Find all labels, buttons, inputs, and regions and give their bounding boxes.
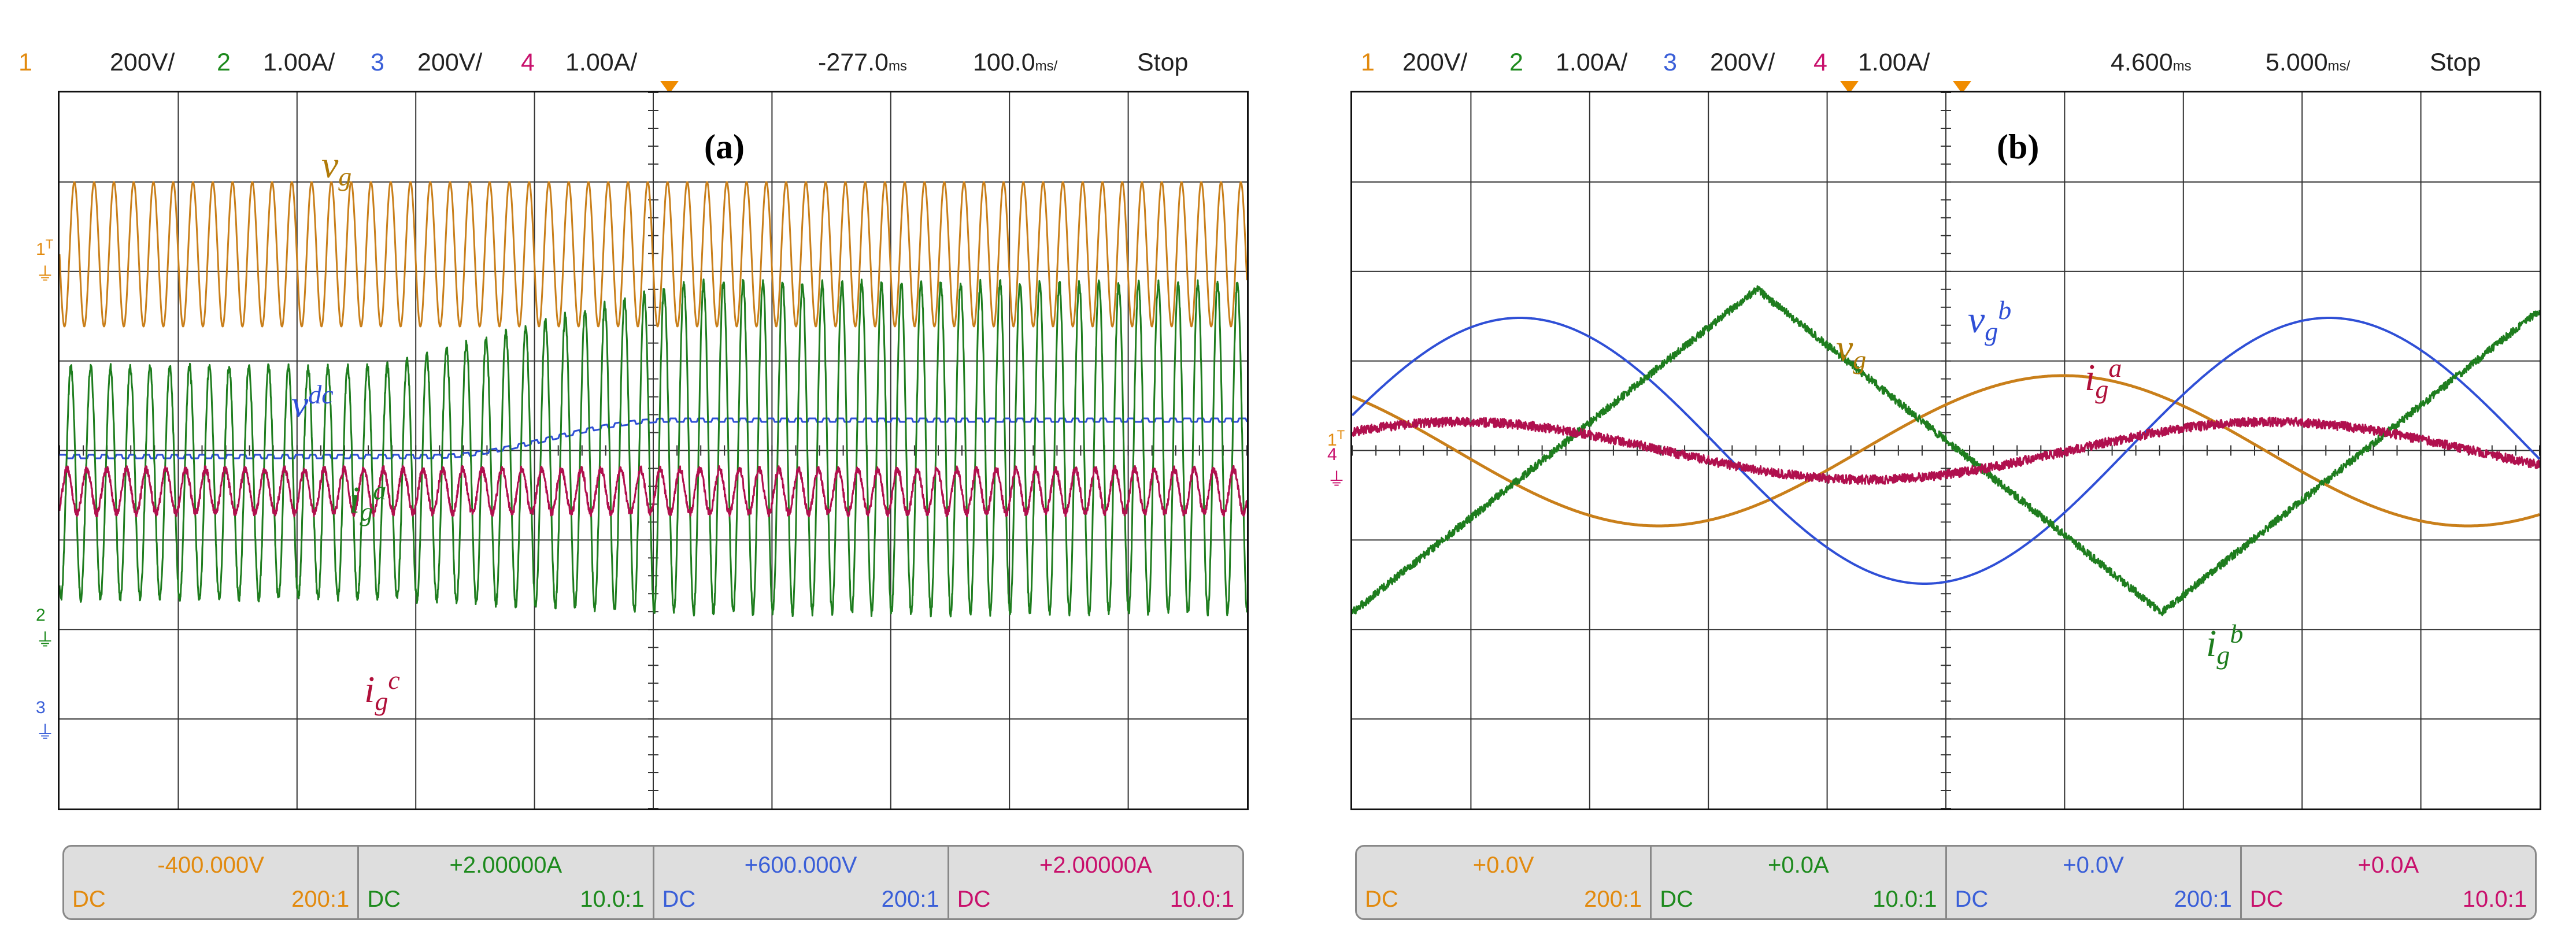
panel-label: (a)	[704, 128, 745, 166]
header-ch3-num: 3	[1663, 49, 1677, 76]
channel-settings-bar: -400.000V DC 200:1 +2.00000A DC 10.0:1 +…	[62, 845, 1244, 920]
ch3-ground-marker[interactable]: 3 ⏚	[36, 698, 55, 743]
header-ch4-scale: 1.00A/	[1858, 49, 1930, 76]
ch2-probe: 10.0:1	[1872, 887, 1937, 912]
ch3-offset: +0.0V	[2063, 852, 2124, 878]
trigger-position: 4.600ms	[2111, 49, 2192, 76]
trigger-time-marker[interactable]	[660, 81, 679, 94]
ch1-coupling: DC	[72, 887, 106, 912]
footer-ch1[interactable]: -400.000V DC 200:1	[64, 847, 360, 918]
ch3-coupling: DC	[662, 887, 696, 912]
ch2-ch4-ground-marker[interactable]: 2 ⏚	[36, 606, 55, 650]
ch1-probe: 200:1	[1584, 887, 1642, 912]
header-ch2-num: 2	[217, 49, 231, 76]
header-ch3-scale: 200V/	[1710, 49, 1775, 76]
header-ch4-num: 4	[1813, 49, 1827, 76]
trace-igb	[1352, 285, 2540, 617]
trace-vgb	[1352, 317, 2540, 585]
footer-ch3[interactable]: +0.0V DC 200:1	[1947, 847, 2242, 918]
ch3-coupling: DC	[1955, 887, 1989, 912]
footer-ch2[interactable]: +0.0A DC 10.0:1	[1652, 847, 1947, 918]
ch2-offset: +2.00000A	[449, 852, 562, 878]
time-reference-marker[interactable]	[1953, 81, 1971, 94]
ch3-probe: 200:1	[2174, 887, 2232, 912]
acquisition-status: Stop	[2430, 49, 2481, 76]
footer-ch4[interactable]: +0.0A DC 10.0:1	[2242, 847, 2535, 918]
waveform-display	[60, 92, 1247, 809]
header-ch1-scale: 200V/	[110, 49, 175, 76]
header-ch2-num: 2	[1509, 49, 1523, 76]
header-ch2-scale: 1.00A/	[1556, 49, 1628, 76]
footer-ch2[interactable]: +2.00000A DC 10.0:1	[359, 847, 654, 918]
ch4-ground-marker[interactable]: 4 ⏚	[1327, 445, 1346, 489]
trace-iga	[60, 278, 1247, 618]
label-igc: igc	[364, 665, 400, 717]
ch1-coupling: DC	[1365, 887, 1398, 912]
ch4-probe: 10.0:1	[2462, 887, 2527, 912]
trigger-position: -277.0ms	[818, 49, 907, 76]
ch4-coupling: DC	[2249, 887, 2283, 912]
header-ch3-scale: 200V/	[417, 49, 483, 76]
header-ch2-scale: 1.00A/	[263, 49, 335, 76]
ch4-coupling: DC	[957, 887, 991, 912]
ch1-offset: -400.000V	[157, 852, 264, 878]
label-vg: vg	[321, 144, 352, 192]
header-ch3-num: 3	[371, 49, 384, 76]
waveform-display	[1352, 92, 2540, 809]
ch2-offset: +0.0A	[1768, 852, 1829, 878]
ch1-ground-marker[interactable]: 1T ⏚	[36, 237, 55, 284]
label-igb: igb	[2206, 619, 2244, 670]
acquisition-status: Stop	[1137, 49, 1189, 76]
header-ch4-scale: 1.00A/	[565, 49, 638, 76]
header-ch1-num: 1	[18, 49, 32, 76]
channel-settings-bar: +0.0V DC 200:1 +0.0A DC 10.0:1 +0.0V DC …	[1355, 845, 2537, 920]
label-iga: iga	[2085, 353, 2122, 405]
footer-ch4[interactable]: +2.00000A DC 10.0:1	[949, 847, 1242, 918]
trace-igc	[60, 465, 1247, 518]
label-iga: iga	[349, 476, 387, 527]
ch2-probe: 10.0:1	[580, 887, 645, 912]
ch2-coupling: DC	[1660, 887, 1694, 912]
oscilloscope-panel-a: 1 200V/ 2 1.00A/ 3 200V/ 4 1.00A/ -277.0…	[0, 0, 1283, 942]
trace-iga	[1352, 416, 2540, 485]
label-vdc: vdc	[291, 380, 334, 425]
label-vg: vg	[1836, 327, 1867, 375]
scope-screen[interactable]	[58, 91, 1249, 810]
trigger-time-marker[interactable]	[1840, 81, 1859, 94]
header-ch4-num: 4	[521, 49, 535, 76]
ch3-offset: +600.000V	[744, 852, 857, 878]
header-ch1-num: 1	[1361, 49, 1375, 76]
panel-label: (b)	[1997, 128, 2040, 166]
footer-ch3[interactable]: +600.000V DC 200:1	[654, 847, 949, 918]
ch3-probe: 200:1	[881, 887, 939, 912]
label-vgb: vgb	[1968, 295, 2012, 347]
ch1-ground-marker[interactable]: 1T	[1327, 428, 1345, 450]
ch4-offset: +0.0A	[2357, 852, 2419, 878]
trace-vg	[60, 181, 1247, 328]
trace-vg	[1352, 374, 2540, 528]
trace-vdc	[60, 417, 1247, 459]
ch4-offset: +2.00000A	[1039, 852, 1152, 878]
ch1-offset: +0.0V	[1472, 852, 1534, 878]
ch2-coupling: DC	[367, 887, 401, 912]
scope-screen[interactable]	[1350, 91, 2541, 810]
ch1-probe: 200:1	[291, 887, 350, 912]
ch4-probe: 10.0:1	[1169, 887, 1234, 912]
oscilloscope-panel-b: 1 200V/ 2 1.00A/ 3 200V/ 4 1.00A/ 4.600m…	[1293, 0, 2576, 942]
timebase: 5.000ms/	[2266, 49, 2351, 76]
timebase: 100.0ms/	[973, 49, 1058, 76]
footer-ch1[interactable]: +0.0V DC 200:1	[1357, 847, 1652, 918]
header-ch1-scale: 200V/	[1402, 49, 1468, 76]
